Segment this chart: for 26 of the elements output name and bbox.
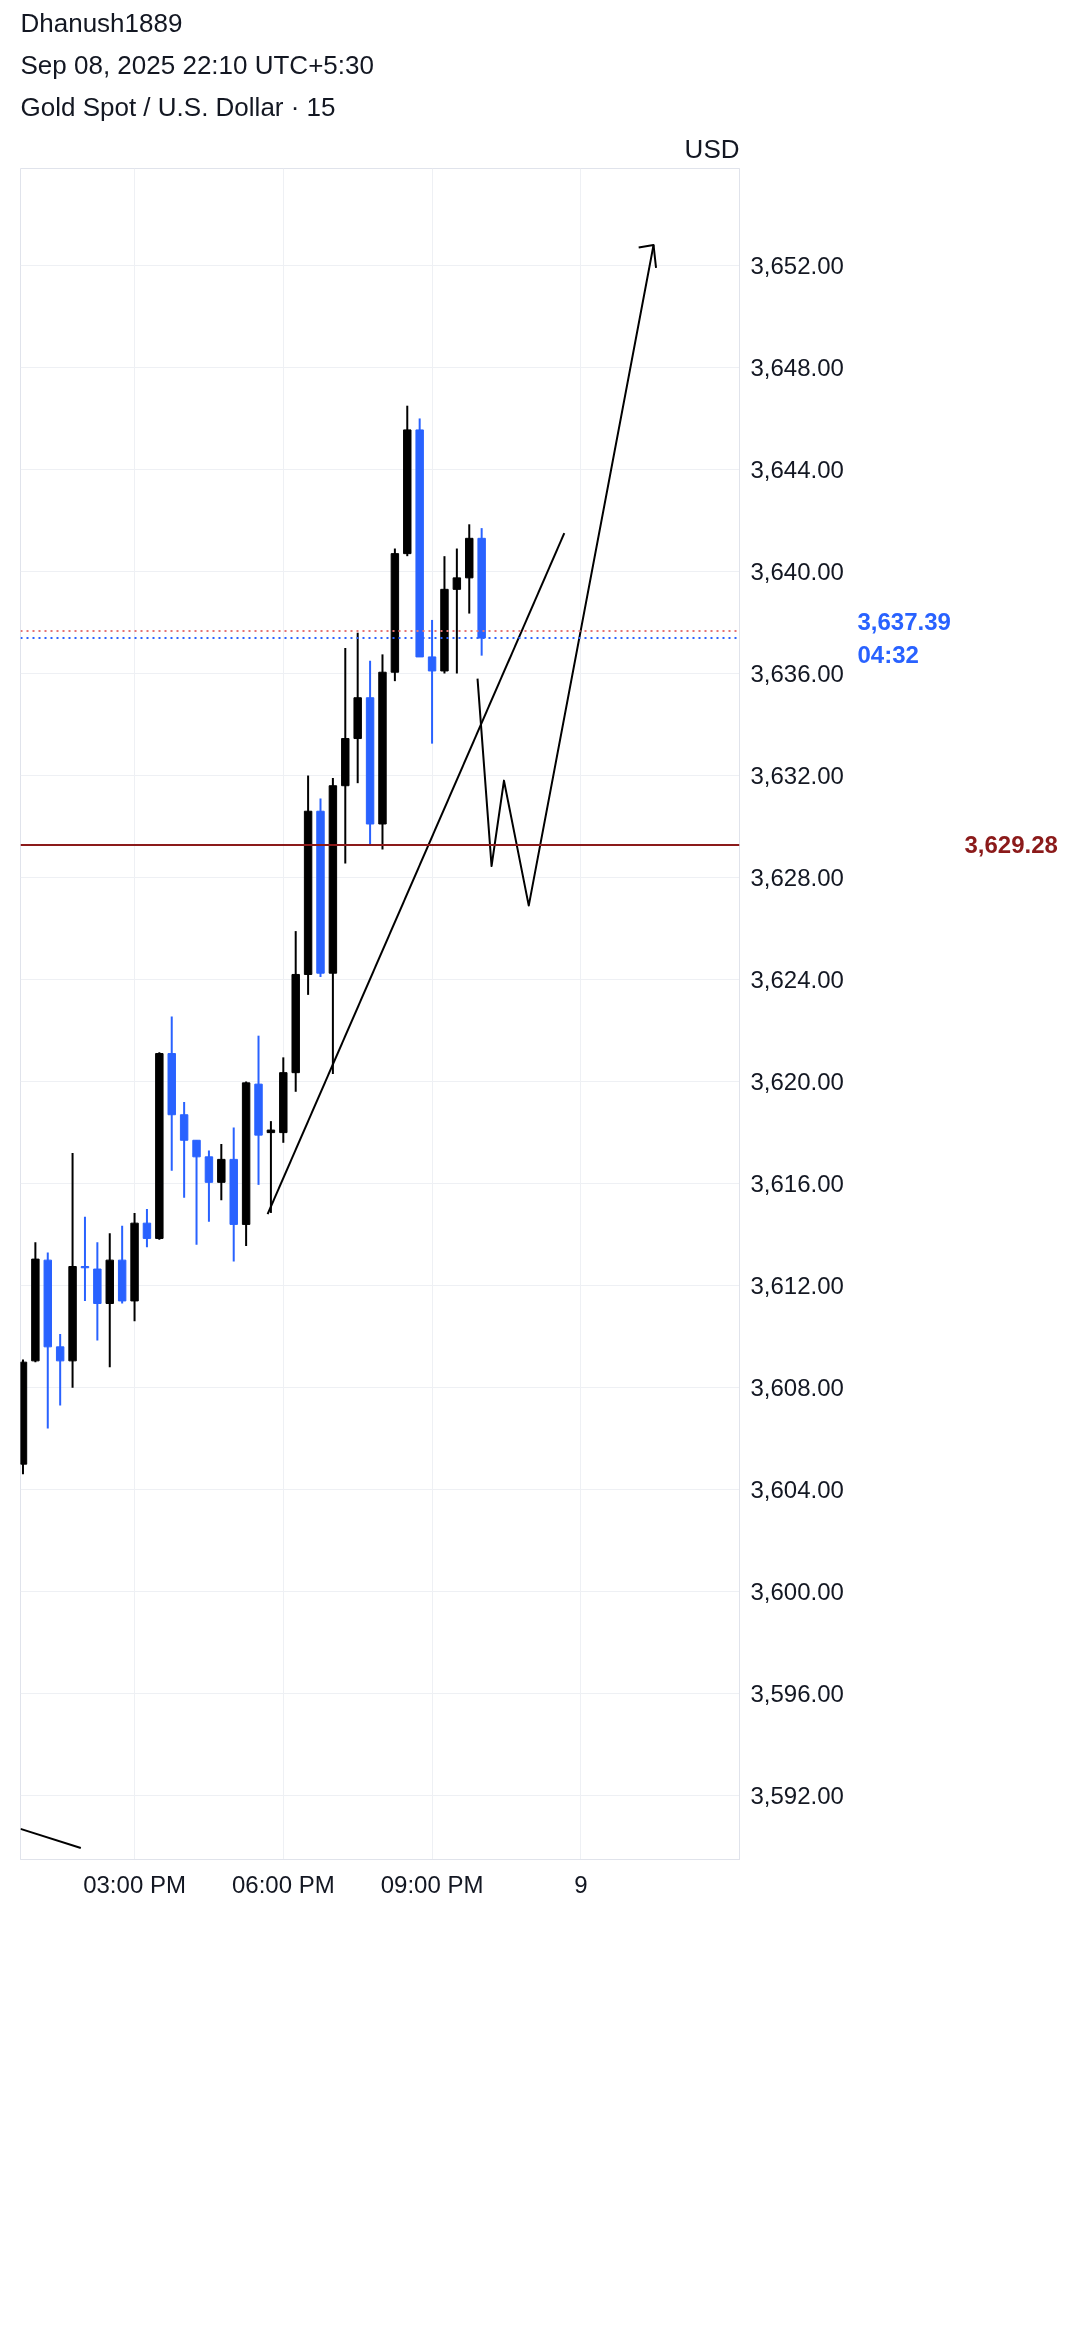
y-tick-label: 3,652.00 (750, 251, 844, 279)
y-tick-label: 3,596.00 (750, 1680, 844, 1708)
x-tick-label: 03:00 PM (83, 1870, 186, 1898)
x-tick-label: 06:00 PM (231, 1870, 335, 1898)
y-tick-label: 3,640.00 (750, 557, 844, 585)
y-tick-label: 3,620.00 (750, 1068, 844, 1096)
y-axis-title: USD (684, 133, 740, 164)
x-tick-label: 9 (574, 1870, 588, 1898)
y-tick-label: 3,636.00 (750, 660, 844, 687)
y-tick-label: 3,612.00 (750, 1272, 844, 1300)
y-tick-label: 3,600.00 (750, 1578, 844, 1606)
y-tick-label: 3,616.00 (750, 1170, 844, 1198)
y-tick-label: 3,604.00 (750, 1476, 844, 1504)
y-tick-label: 3,628.00 (750, 864, 844, 892)
ref-line-label: 3,629.28 (964, 831, 1058, 859)
y-tick-label: 3,644.00 (750, 455, 844, 483)
chart-subtitle: Sep 08, 2025 22:10 UTC+5:30 (20, 49, 374, 80)
y-tick-label: 3,632.00 (750, 762, 844, 790)
text: Dhanush1889 (20, 7, 183, 38)
y-tick-label: 3,608.00 (750, 1374, 844, 1402)
y-tick-label: 3,648.00 (750, 353, 844, 381)
y-tick-label: 3,624.00 (750, 966, 844, 994)
y-tick-label: 3,592.00 (750, 1782, 844, 1810)
ref-line-label: 3,637.39 04:32 (857, 608, 951, 668)
x-tick-label: 09:00 PM (380, 1870, 484, 1898)
chart-title: Gold Spot / U.S. Dollar · 15 (20, 91, 336, 122)
